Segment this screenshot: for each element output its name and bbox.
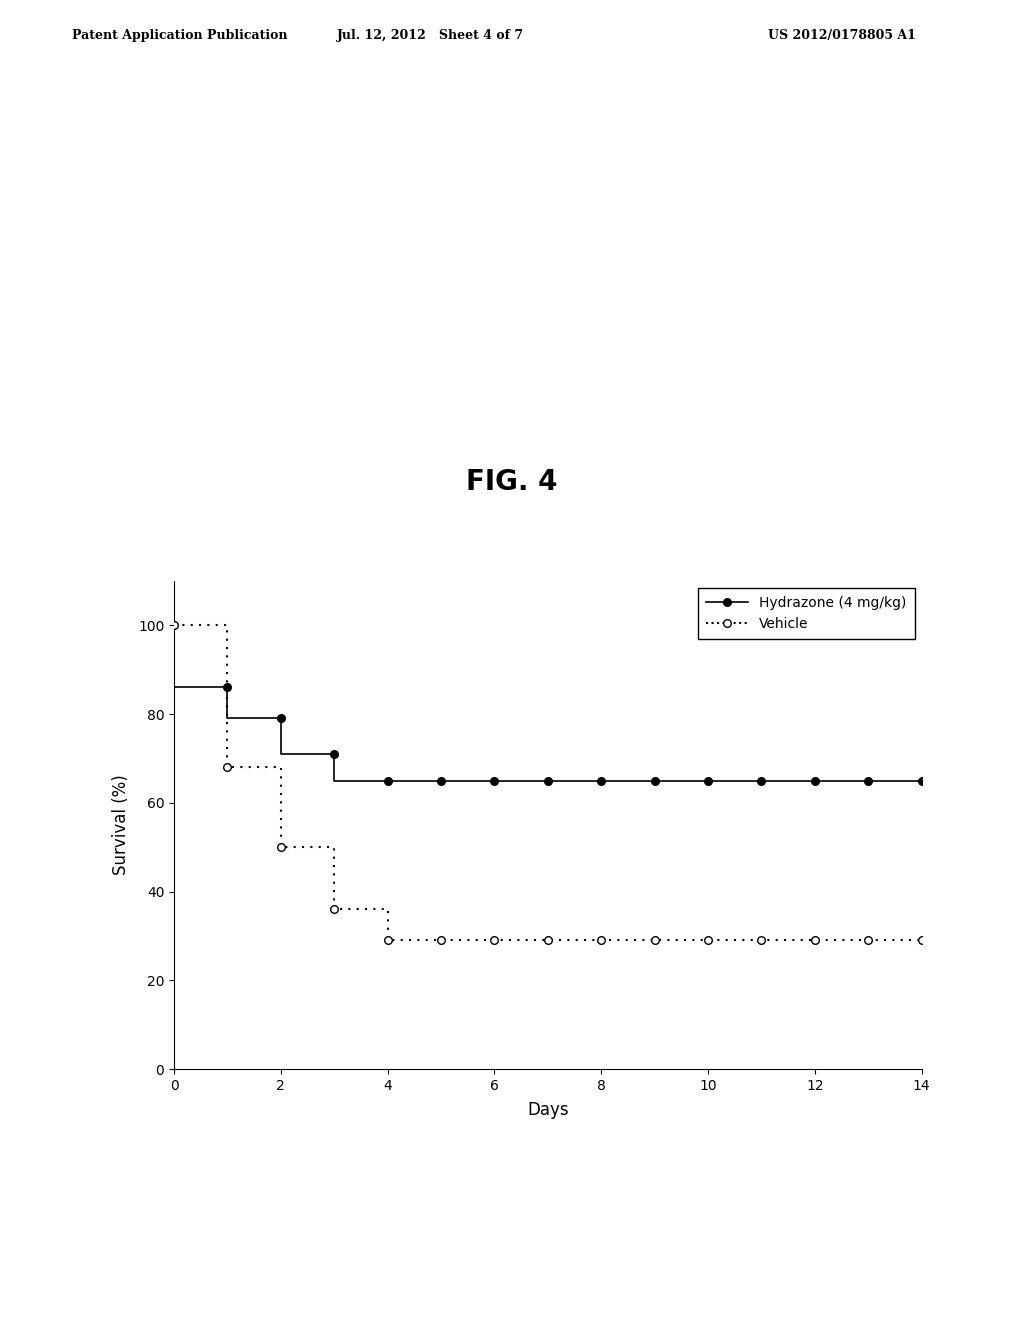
Y-axis label: Survival (%): Survival (%) (112, 775, 130, 875)
Text: Patent Application Publication: Patent Application Publication (72, 29, 287, 42)
X-axis label: Days: Days (527, 1101, 568, 1119)
Text: Jul. 12, 2012   Sheet 4 of 7: Jul. 12, 2012 Sheet 4 of 7 (337, 29, 523, 42)
Text: US 2012/0178805 A1: US 2012/0178805 A1 (768, 29, 915, 42)
Text: FIG. 4: FIG. 4 (466, 467, 558, 496)
Legend: Hydrazone (4 mg/kg), Vehicle: Hydrazone (4 mg/kg), Vehicle (697, 587, 914, 639)
